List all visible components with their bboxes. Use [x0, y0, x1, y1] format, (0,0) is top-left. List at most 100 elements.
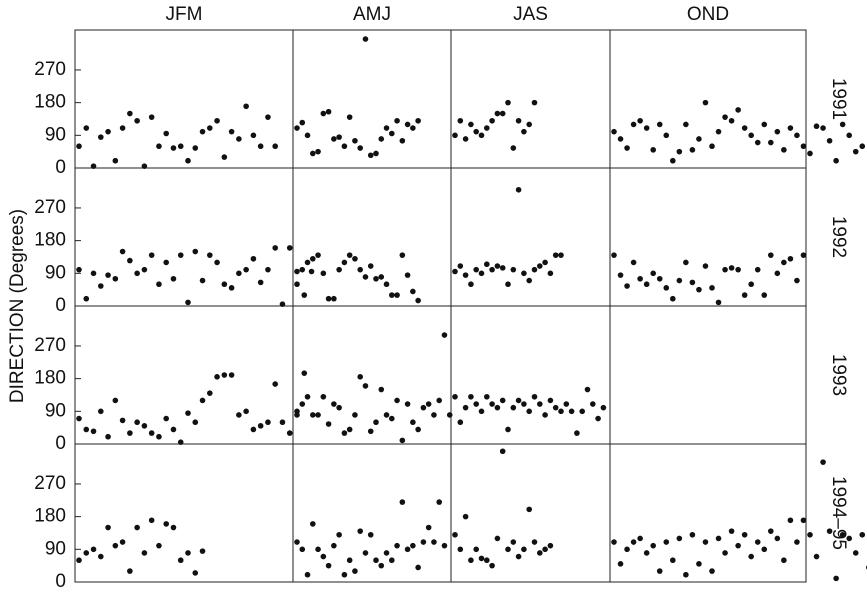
- point: [415, 426, 421, 433]
- point: [510, 539, 517, 545]
- point: [468, 281, 474, 288]
- point: [294, 268, 300, 275]
- point: [499, 397, 506, 404]
- point: [112, 397, 119, 404]
- point: [735, 107, 741, 113]
- point: [163, 130, 169, 137]
- point: [431, 412, 437, 418]
- y-tick-label: 90: [45, 124, 66, 145]
- point: [331, 295, 337, 302]
- point: [617, 561, 624, 567]
- point: [410, 125, 416, 131]
- point: [346, 557, 353, 564]
- point: [676, 277, 683, 284]
- y-tick-label: 270: [34, 197, 66, 218]
- point: [383, 281, 390, 288]
- point: [389, 292, 395, 298]
- point: [83, 125, 90, 131]
- point: [521, 401, 527, 407]
- point: [510, 404, 517, 411]
- point: [478, 408, 485, 415]
- point: [624, 283, 630, 289]
- point: [452, 531, 458, 538]
- point: [531, 393, 538, 400]
- point: [683, 571, 689, 578]
- point: [547, 542, 554, 549]
- point: [468, 121, 474, 128]
- point: [272, 381, 279, 387]
- point: [286, 245, 293, 251]
- point: [199, 277, 206, 284]
- point: [696, 561, 702, 567]
- point: [656, 275, 663, 282]
- point: [722, 266, 728, 273]
- point: [367, 428, 374, 435]
- y-tick-label: 0: [55, 157, 66, 178]
- point: [643, 281, 650, 288]
- point: [352, 412, 358, 418]
- point: [192, 570, 199, 576]
- point: [595, 415, 601, 422]
- point: [362, 274, 369, 280]
- point: [346, 426, 353, 433]
- point: [526, 408, 532, 415]
- point: [373, 275, 379, 282]
- point: [221, 372, 228, 378]
- point: [148, 430, 155, 436]
- point: [748, 132, 754, 139]
- point: [794, 539, 800, 545]
- point: [774, 270, 781, 277]
- point: [367, 531, 374, 538]
- point: [468, 557, 474, 564]
- point: [715, 128, 722, 135]
- point: [722, 114, 728, 120]
- point: [515, 397, 522, 404]
- point: [754, 539, 761, 545]
- point: [320, 110, 327, 117]
- point: [446, 412, 453, 418]
- point: [207, 390, 213, 396]
- point: [399, 499, 406, 505]
- point: [156, 143, 162, 150]
- point: [425, 401, 432, 407]
- point: [499, 110, 506, 117]
- y-tick-label: 90: [45, 538, 66, 559]
- point: [378, 136, 385, 142]
- point: [521, 128, 527, 135]
- y-tick-label: 0: [55, 295, 66, 316]
- point: [473, 266, 480, 273]
- point: [531, 99, 538, 106]
- point: [643, 125, 650, 131]
- point: [663, 132, 670, 139]
- point: [510, 145, 517, 151]
- point: [315, 148, 321, 155]
- point: [98, 553, 104, 560]
- point: [611, 252, 617, 258]
- point: [279, 301, 286, 307]
- point: [505, 546, 511, 553]
- point: [378, 274, 385, 280]
- point: [574, 430, 580, 436]
- point: [304, 132, 311, 139]
- point: [441, 542, 448, 549]
- point: [221, 281, 228, 288]
- point: [148, 252, 155, 258]
- point: [299, 546, 306, 553]
- point: [526, 277, 532, 284]
- y-tick-label: 0: [55, 571, 66, 592]
- point: [304, 571, 311, 578]
- point: [515, 553, 522, 560]
- point: [404, 272, 411, 278]
- point: [579, 408, 585, 415]
- point: [563, 401, 570, 407]
- point: [663, 285, 670, 291]
- point: [394, 117, 400, 124]
- point: [676, 535, 683, 542]
- point: [90, 163, 97, 169]
- point: [228, 372, 235, 378]
- point: [325, 421, 332, 427]
- point: [452, 132, 458, 139]
- y-axis-label: DIRECTION (Degrees): [7, 209, 28, 403]
- point: [346, 114, 353, 120]
